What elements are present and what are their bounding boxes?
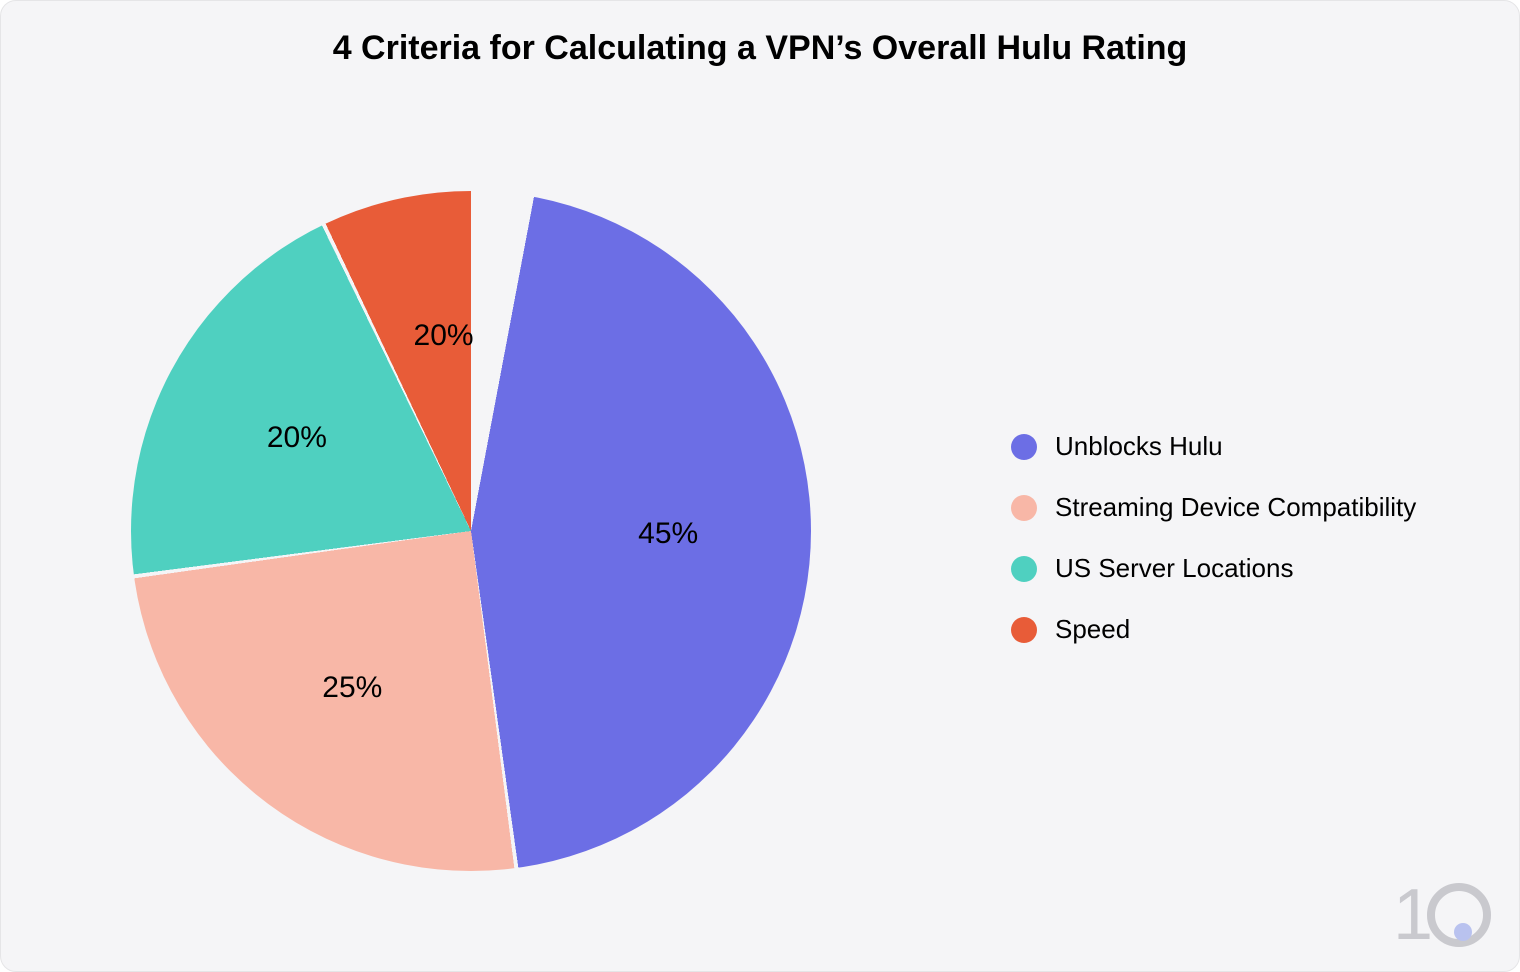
legend: Unblocks Hulu Streaming Device Compatibil… [1011,431,1416,645]
chart-card: 4 Criteria for Calculating a VPN’s Overa… [0,0,1520,972]
legend-swatch-unblocks [1011,434,1037,460]
legend-swatch-speed [1011,617,1037,643]
legend-label-servers: US Server Locations [1055,553,1293,584]
legend-item-servers: US Server Locations [1011,553,1416,584]
brand-logo-zero [1427,883,1491,947]
pie-disc [131,191,811,871]
slice-label-unblocks: 45% [638,517,698,551]
brand-logo: 1 [1393,879,1491,951]
pie-chart: 45% 25% 20% 20% [131,191,811,871]
legend-item-speed: Speed [1011,614,1416,645]
legend-swatch-servers [1011,556,1037,582]
brand-logo-dot [1454,923,1472,941]
slice-label-speed: 20% [414,319,474,353]
legend-label-unblocks: Unblocks Hulu [1055,431,1223,462]
slice-label-servers: 20% [267,421,327,455]
legend-item-unblocks: Unblocks Hulu [1011,431,1416,462]
chart-title: 4 Criteria for Calculating a VPN’s Overa… [1,29,1519,68]
legend-item-compat: Streaming Device Compatibility [1011,492,1416,523]
legend-label-compat: Streaming Device Compatibility [1055,492,1416,523]
legend-swatch-compat [1011,495,1037,521]
chart-content: 45% 25% 20% 20% Unblocks Hulu Streaming Devi… [1,101,1519,971]
slice-label-compat: 25% [322,671,382,705]
legend-label-speed: Speed [1055,614,1130,645]
